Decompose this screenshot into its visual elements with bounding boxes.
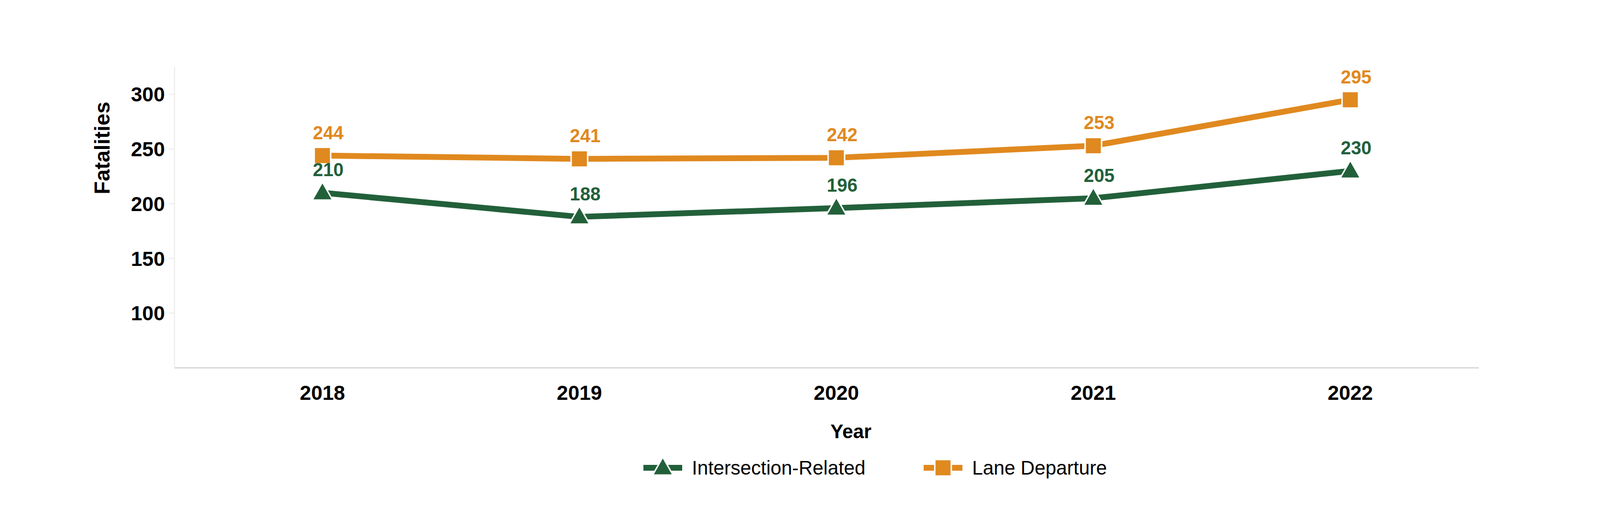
data-label: 244 [312, 122, 344, 144]
series-marker [1083, 187, 1104, 206]
x-axis-line [174, 367, 1479, 369]
series-marker [569, 206, 590, 224]
y-axis-line [174, 66, 176, 368]
data-label: 188 [569, 183, 601, 205]
data-label: 295 [1340, 66, 1372, 88]
data-label: 241 [569, 125, 601, 146]
y-tick-label: 300 [130, 82, 165, 106]
y-tick [168, 93, 175, 95]
x-axis-title: Year [830, 420, 872, 442]
y-tick [168, 257, 175, 259]
series-line [322, 170, 1351, 217]
legend-swatch-marker [652, 456, 673, 475]
y-tick-label: 250 [130, 137, 165, 161]
x-tick-label: 2020 [813, 381, 859, 404]
x-tick-label: 2021 [1070, 381, 1116, 404]
x-tick-label: 2022 [1327, 381, 1373, 404]
data-label: 205 [1083, 165, 1115, 186]
x-tick-label: 2019 [556, 381, 602, 404]
series-marker [1342, 91, 1359, 109]
y-tick [168, 312, 175, 314]
y-tick-label: 150 [130, 247, 165, 271]
chart: 100 150 200 250 300 2018 2019 2020 2021 2022 Year F… [0, 0, 1600, 510]
y-tick [168, 148, 175, 150]
series-marker [1340, 160, 1361, 178]
data-label: 210 [312, 159, 344, 180]
y-axis-title: Fatalities [90, 101, 114, 195]
series-marker [826, 197, 847, 216]
y-tick-label: 200 [130, 192, 165, 216]
data-label: 196 [826, 175, 858, 196]
data-label: 253 [1083, 112, 1115, 133]
series-marker [571, 150, 588, 167]
legend: Intersection-Related Lane Departure [643, 456, 1107, 479]
series-marker [312, 181, 333, 200]
y-tick-label: 100 [130, 301, 165, 325]
legend-label: Intersection-Related [691, 456, 866, 479]
legend-label: Lane Departure [972, 456, 1107, 479]
plot-area [312, 91, 1361, 224]
series-marker [828, 149, 845, 166]
data-label: 230 [1340, 137, 1372, 159]
y-tick [168, 203, 175, 205]
x-tick-label: 2018 [299, 381, 345, 404]
data-label: 242 [826, 124, 858, 145]
data-labels: 210 188 196 205 230 244 241 242 253 295 [312, 66, 1372, 205]
series-marker [1085, 137, 1102, 154]
legend-swatch-marker [934, 459, 952, 476]
legend-item: Lane Departure [923, 456, 1107, 479]
legend-item: Intersection-Related [643, 456, 866, 479]
